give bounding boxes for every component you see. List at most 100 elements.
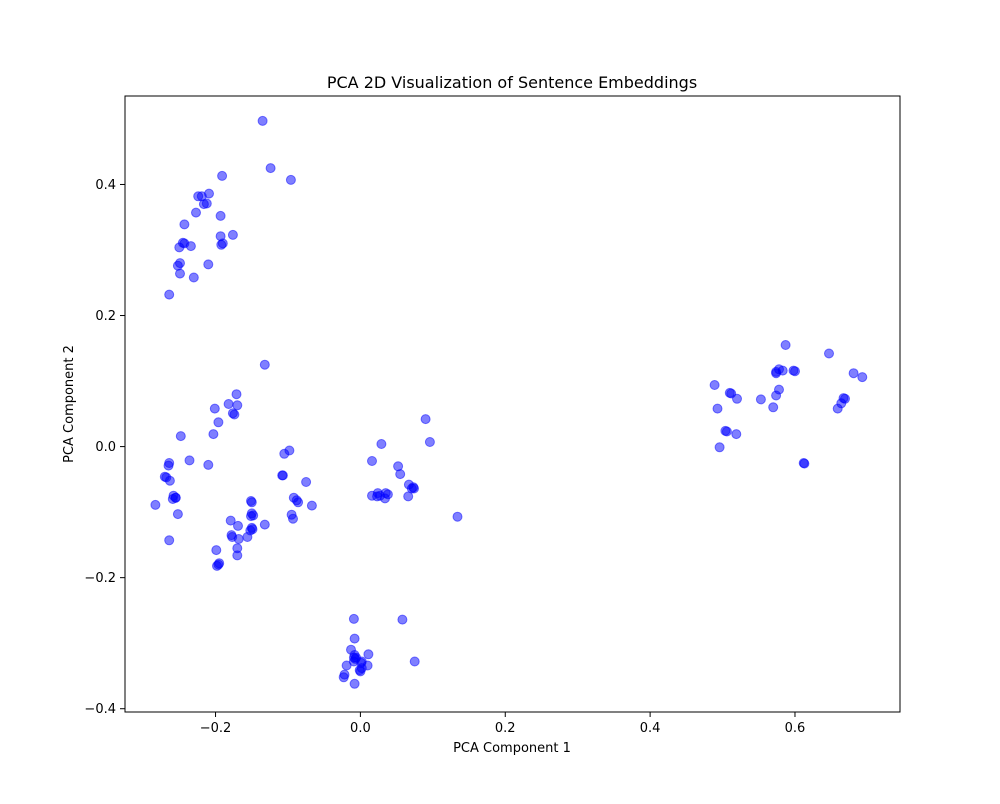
data-point xyxy=(857,372,868,383)
y-axis: −0.4 −0.2 0.0 0.2 0.4 xyxy=(84,178,125,717)
data-point xyxy=(164,289,175,300)
y-tick-label: 0.4 xyxy=(95,178,116,193)
data-point xyxy=(768,402,779,413)
y-axis-label: PCA Component 2 xyxy=(62,345,77,463)
data-point xyxy=(301,477,312,487)
data-point xyxy=(338,672,349,683)
data-point xyxy=(225,515,236,526)
data-point xyxy=(721,426,732,437)
data-point xyxy=(306,500,317,511)
data-point xyxy=(277,470,288,481)
x-tick-label: 0.6 xyxy=(785,721,806,736)
data-point xyxy=(246,497,257,508)
data-point xyxy=(232,550,243,561)
data-point xyxy=(712,403,723,414)
data-point xyxy=(246,511,256,522)
data-point xyxy=(452,511,463,522)
data-point xyxy=(788,365,799,376)
data-point xyxy=(293,497,304,508)
data-point xyxy=(184,455,195,466)
data-point xyxy=(380,493,390,504)
data-point xyxy=(355,666,366,677)
data-point xyxy=(150,499,161,510)
data-point xyxy=(209,403,220,414)
x-axis: −0.2 0.0 0.2 0.4 0.6 xyxy=(200,712,806,736)
x-tick-label: 0.0 xyxy=(350,721,371,736)
data-point xyxy=(288,513,298,524)
data-point xyxy=(227,229,238,240)
data-point xyxy=(172,509,183,520)
y-tick-label: −0.2 xyxy=(84,571,116,586)
data-point xyxy=(714,442,725,453)
data-point xyxy=(395,469,406,480)
x-axis-label: PCA Component 1 xyxy=(453,741,571,756)
data-point xyxy=(216,239,227,250)
y-tick-label: 0.2 xyxy=(95,309,116,324)
data-point xyxy=(223,399,234,409)
data-point xyxy=(349,633,360,644)
data-point xyxy=(397,614,408,625)
data-point xyxy=(780,340,791,350)
data-point xyxy=(191,207,201,218)
data-point xyxy=(188,272,199,283)
data-point xyxy=(217,170,228,181)
data-point xyxy=(232,400,243,411)
data-point xyxy=(229,409,240,420)
data-point xyxy=(185,241,196,252)
data-point xyxy=(279,448,290,459)
data-point xyxy=(832,403,843,414)
data-point xyxy=(363,649,374,660)
data-point xyxy=(732,393,742,404)
data-point xyxy=(170,492,181,503)
data-point xyxy=(403,491,414,502)
data-point xyxy=(367,456,377,466)
data-point xyxy=(349,678,360,689)
data-point xyxy=(755,394,766,405)
data-point xyxy=(824,348,834,359)
data-point xyxy=(233,534,244,544)
data-point xyxy=(213,417,224,428)
data-point xyxy=(164,535,175,546)
plot-frame xyxy=(124,95,901,713)
data-point xyxy=(242,532,253,542)
data-point xyxy=(420,414,431,425)
data-point xyxy=(231,389,242,400)
data-point xyxy=(175,431,186,442)
y-tick-label: 0.0 xyxy=(95,440,116,455)
data-point xyxy=(285,174,296,185)
data-point xyxy=(215,210,226,221)
data-point xyxy=(211,545,222,556)
data-point xyxy=(771,390,782,401)
data-point xyxy=(163,460,174,471)
data-point xyxy=(208,429,219,440)
data-point xyxy=(203,259,214,270)
data-point xyxy=(233,520,243,531)
data-point xyxy=(259,519,270,530)
data-point xyxy=(203,459,214,470)
points-layer xyxy=(150,115,868,689)
data-point xyxy=(257,115,268,126)
data-point xyxy=(164,475,175,486)
data-point xyxy=(341,660,352,671)
data-point xyxy=(709,380,720,390)
x-tick-label: 0.2 xyxy=(495,721,516,736)
y-tick-label: −0.4 xyxy=(84,702,116,717)
x-tick-label: −0.2 xyxy=(200,721,232,736)
data-point xyxy=(409,656,420,667)
data-point xyxy=(175,268,185,279)
data-point xyxy=(376,439,387,449)
data-point xyxy=(348,613,359,624)
data-point xyxy=(848,368,859,379)
data-point xyxy=(179,219,190,230)
data-point xyxy=(174,242,185,253)
x-tick-label: 0.4 xyxy=(640,721,661,736)
data-point xyxy=(731,429,742,440)
data-point xyxy=(771,366,782,377)
data-point xyxy=(799,458,810,469)
chart-title: PCA 2D Visualization of Sentence Embeddi… xyxy=(327,73,697,92)
data-point xyxy=(198,199,209,210)
data-point xyxy=(265,163,276,174)
data-point xyxy=(259,359,270,370)
